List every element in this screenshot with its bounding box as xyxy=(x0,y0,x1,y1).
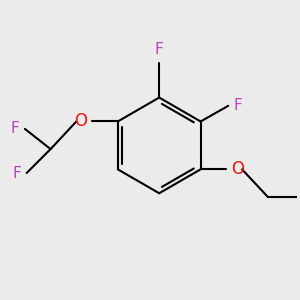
Text: F: F xyxy=(234,98,242,113)
Text: O: O xyxy=(74,112,87,130)
Text: F: F xyxy=(11,121,19,136)
Text: O: O xyxy=(232,160,244,178)
Text: F: F xyxy=(155,42,164,57)
Text: F: F xyxy=(12,166,21,181)
